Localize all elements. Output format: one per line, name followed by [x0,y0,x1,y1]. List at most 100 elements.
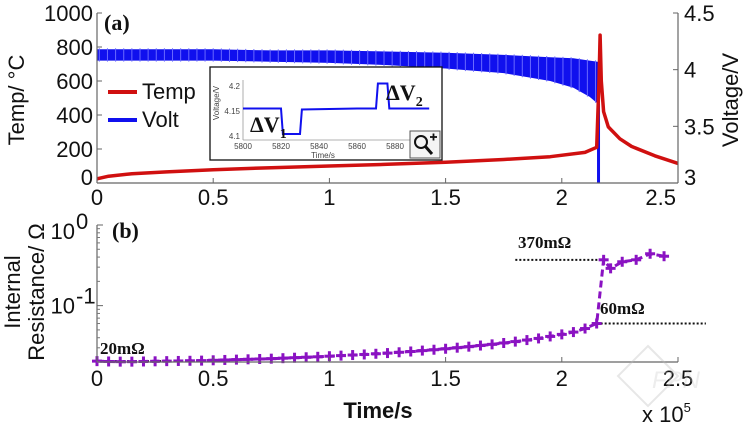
panel-a-left-y-tick-label: 600 [56,69,93,94]
panel-a-right-y-tick-label: 3 [684,165,696,190]
resistance-marker [184,355,195,366]
resistance-marker [617,256,628,267]
resistance-marker [440,343,451,354]
inset-x-tick-label: 5840 [310,142,328,151]
panel-b-x-tick-label: 0 [91,366,103,391]
resistance-marker [219,354,230,365]
panel-b-y-tick-exp: -1 [76,284,96,309]
temp-series [96,33,679,181]
panel-a: 0 0.5 1 1.5 2 2.5 0 200 400 600 800 1000 3 3.5 4 4.5 (a… [4,1,743,210]
resistance-marker [580,323,591,334]
panel-a-axes: 0 0.5 1 1.5 2 2.5 0 200 400 600 800 1000 3 3.5 4 4.5 [44,1,715,210]
inset-x-tick-label: 5880 [386,142,404,151]
panel-a-right-y-tick-label: 4.5 [684,1,715,26]
resistance-marker [487,339,498,350]
inset-y-tick-label: 4.1 [229,132,241,141]
resistance-marker [631,254,642,265]
annotation-370mohm: 370mΩ [518,233,571,252]
annotation-20mohm: 20mΩ [100,339,145,358]
resistance-marker [591,318,602,329]
panel-b-x-tick-label: 1.5 [430,366,461,391]
resistance-marker [289,352,300,363]
panel-a-left-y-tick-label: 1000 [44,1,93,26]
resistance-marker [173,355,184,366]
legend: Temp Volt [108,79,196,132]
resistance-series [92,248,670,367]
inset-voltage-line [243,82,430,135]
resistance-marker [510,336,521,347]
panel-b-x-tick-label: 2 [556,366,568,391]
resistance-marker [301,352,312,363]
panel-b-x-tick-label: 0.5 [198,366,229,391]
panel-a-left-y-tick-label: 200 [56,137,93,162]
resistance-marker [598,254,609,265]
inset-x-tick-label: 5800 [234,142,252,151]
x-scale-note: x 105 [642,400,691,427]
panel-a-right-y-tick-label: 4 [684,58,696,83]
resistance-marker [359,349,370,360]
panel-a-right-ylabel: Voltage/V [718,53,743,148]
panel-a-left-y-tick-label: 400 [56,103,93,128]
panel-a-x-tick-label: 2.5 [645,185,676,210]
delta-v1-annotation: ΔV1 [250,112,287,142]
temp-line [96,33,679,181]
panel-b-y-tick-label: 10 [51,294,75,319]
panel-a-left-y-tick-label: 800 [56,35,93,60]
inset-xlabel: Time/s [311,151,335,160]
panel-b-x-tick-label: 2.5 [663,366,694,391]
resistance-marker [394,347,405,358]
inset-x-tick-label: 5820 [272,142,290,151]
delta-v2-annotation: ΔV2 [386,80,423,110]
inset-y-tick-label: 4.15 [224,107,240,116]
resistance-marker [659,251,670,262]
watermark: FPN [616,344,701,408]
resistance-marker [498,338,509,349]
inset-voltage-series [243,82,430,135]
x-scale-exp: 5 [684,400,691,415]
resistance-marker [645,248,656,259]
panel-b-label: (b) [112,218,139,243]
panel-a-left-ylabel: Temp/ °C [4,55,29,146]
panel-a-x-tick-label: 0.5 [198,185,229,210]
panel-a-x-tick-label: 0 [91,185,103,210]
volt-series-band [97,48,601,183]
legend-temp-label: Temp [142,79,196,104]
resistance-marker [533,333,544,344]
resistance-marker [452,342,463,353]
resistance-marker [405,346,416,357]
resistance-marker [231,354,242,365]
legend-volt-label: Volt [142,107,179,132]
resistance-marker [150,356,161,367]
panel-a-x-tick-label: 2 [556,185,568,210]
resistance-marker [521,335,532,346]
resistance-marker [605,263,616,274]
panel-b-x-tick-label: 1 [323,366,335,391]
panel-b-xlabel: Time/s [343,398,412,423]
resistance-marker [161,356,172,367]
resistance-marker [556,329,567,340]
resistance-marker [243,354,254,365]
delta-v1-sub: 1 [280,127,287,142]
delta-v2-text: ΔV [386,80,416,105]
inset-ylabel: Voltage/V [212,85,221,120]
panel-b-y-tick-label: 10 [51,219,75,244]
resistance-marker [312,351,323,362]
panel-b-ylabel-line2: Resistance/ Ω [24,223,49,361]
delta-v2-sub: 2 [416,95,423,110]
panel-a-right-y-tick-label: 3.5 [684,114,715,139]
resistance-marker [568,327,579,338]
resistance-marker [475,340,486,351]
watermark-text: FPN [652,367,701,394]
panel-a-x-tick-label: 1 [323,185,335,210]
resistance-marker [428,344,439,355]
delta-v1-text: ΔV [250,112,280,137]
inset-frame [209,66,443,161]
magnifier-plus-icon[interactable] [409,130,441,159]
resistance-marker [196,355,207,366]
inset-y-tick-label: 4.2 [229,82,241,91]
resistance-marker [370,348,381,359]
panel-a-left-y-tick-label: 0 [81,165,93,190]
